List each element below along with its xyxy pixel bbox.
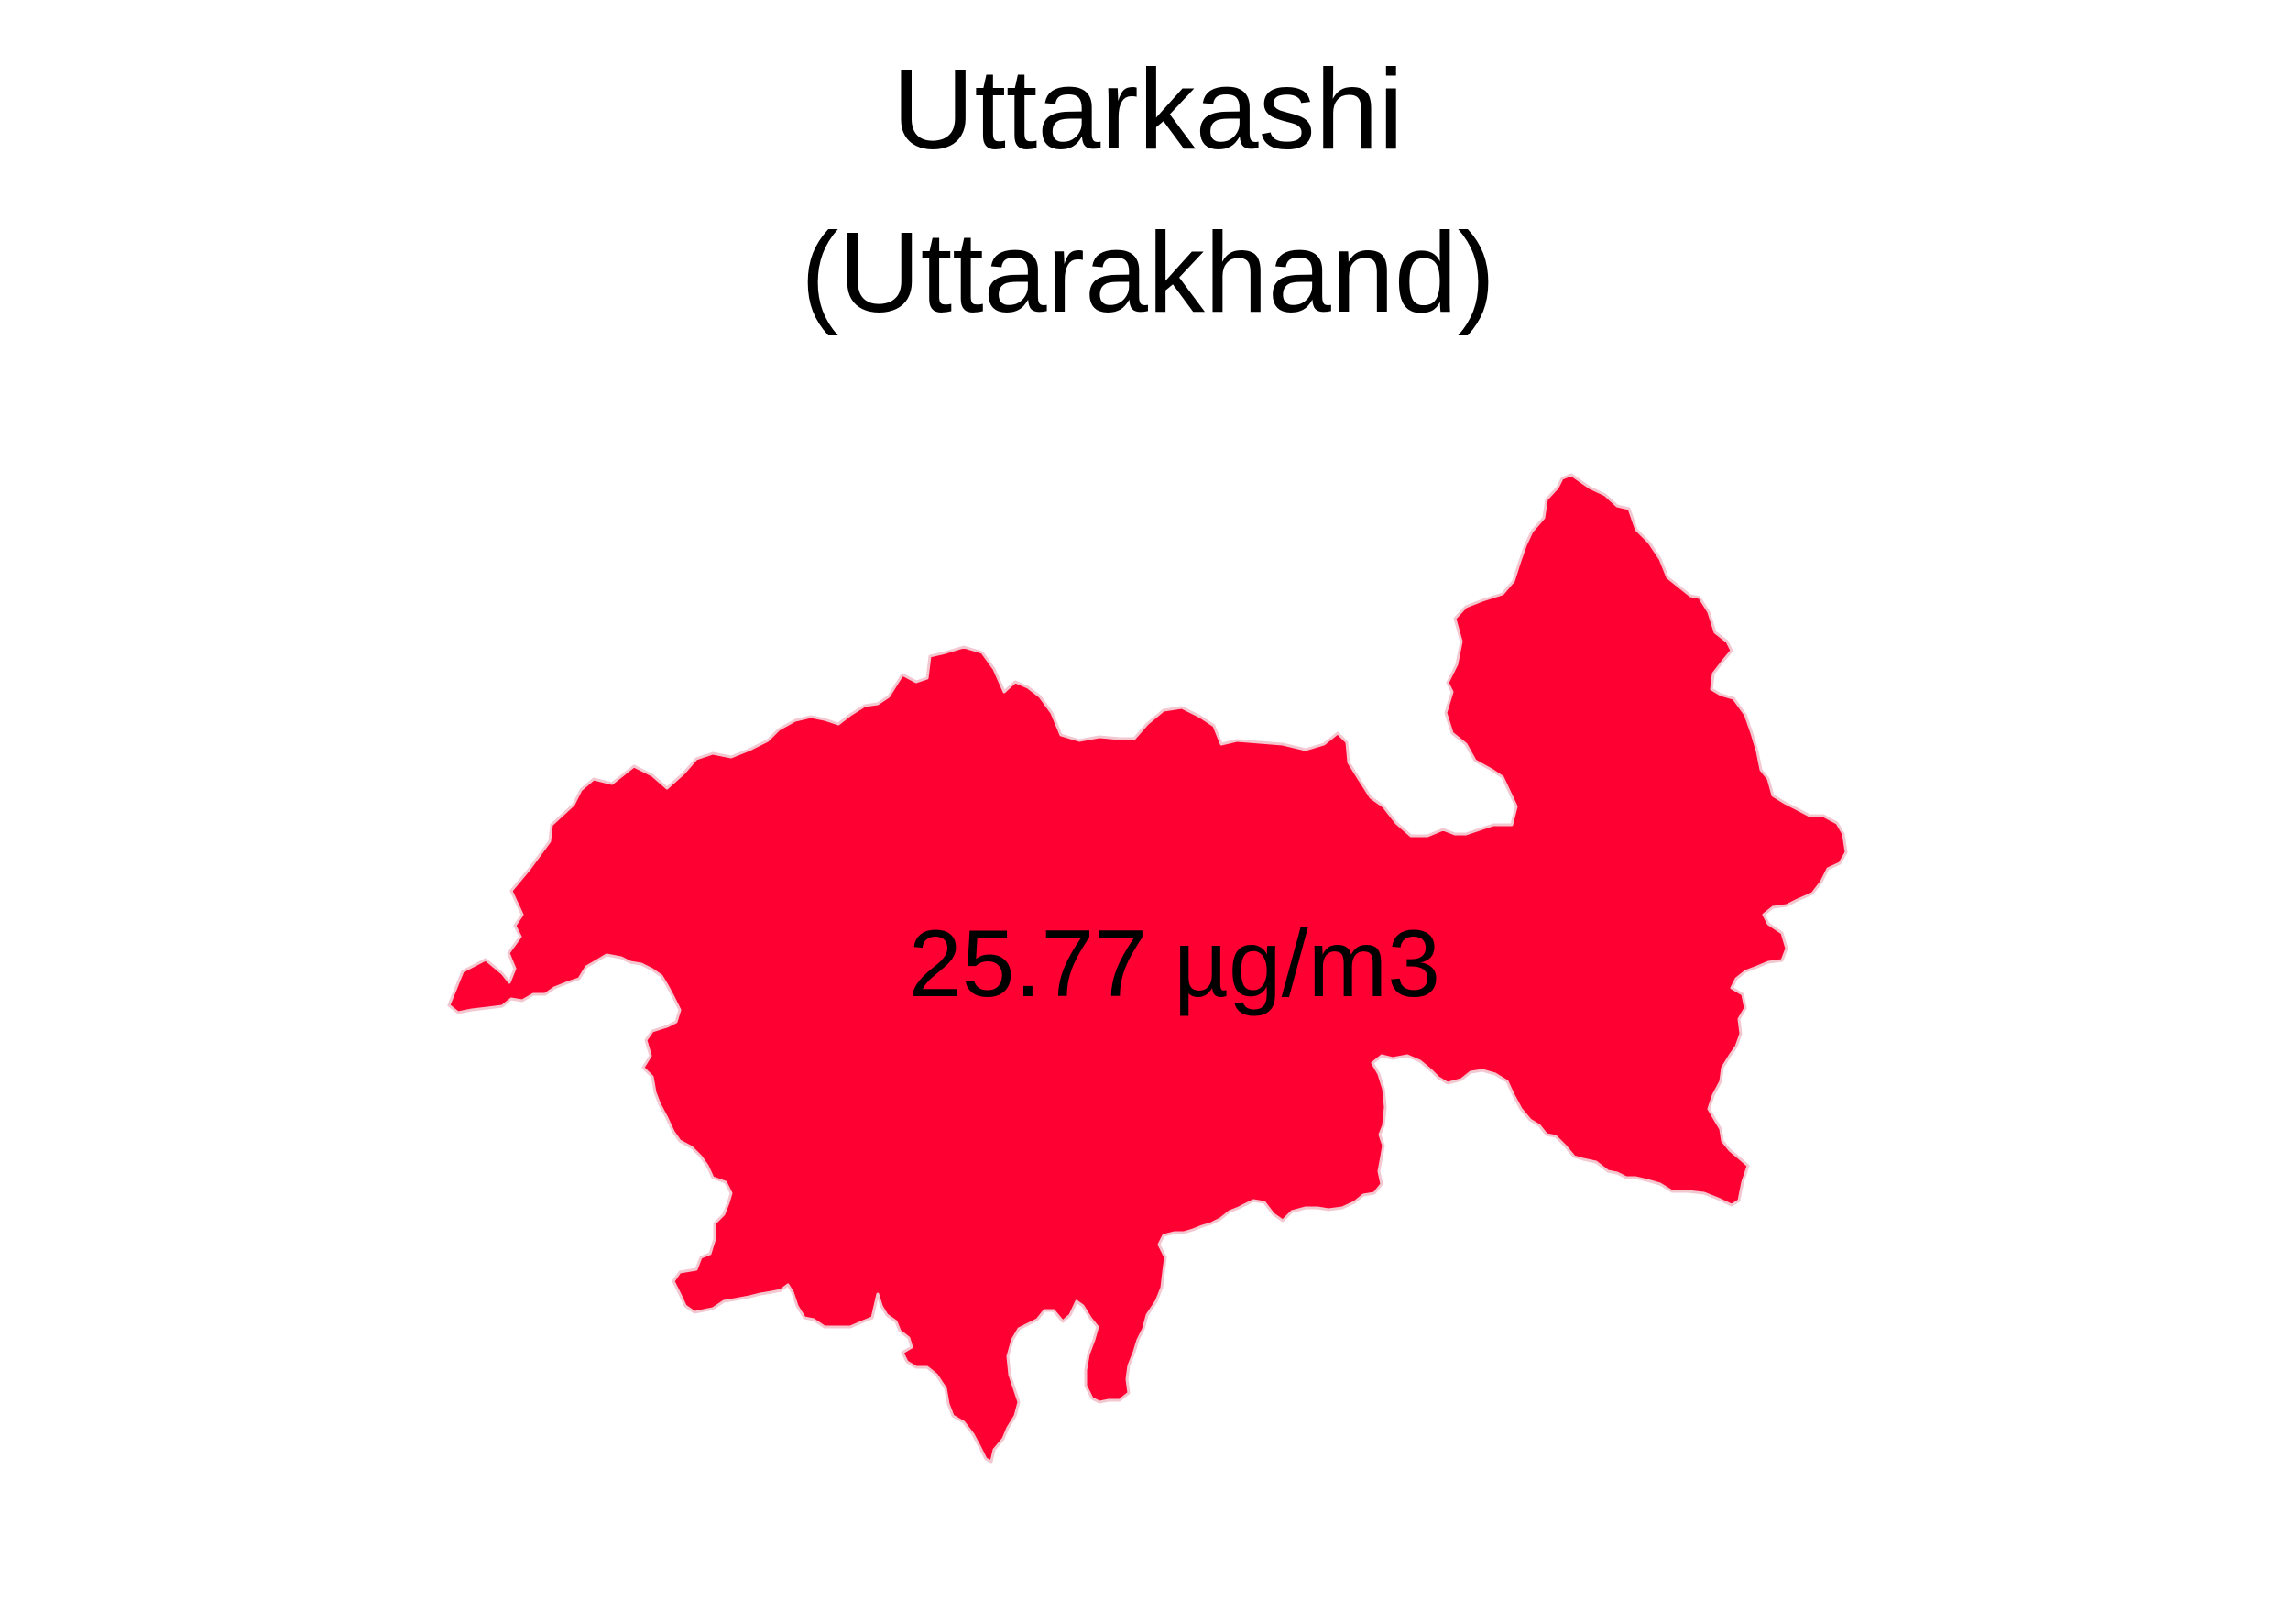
district-region-uttarkashi[interactable] [447,473,1848,1464]
map-title-line-1: Uttarkashi [892,47,1404,173]
district-value-label: 25.77 µg/m3 [909,911,1440,1017]
map-title-line-2: (Uttarakhand) [801,210,1495,336]
